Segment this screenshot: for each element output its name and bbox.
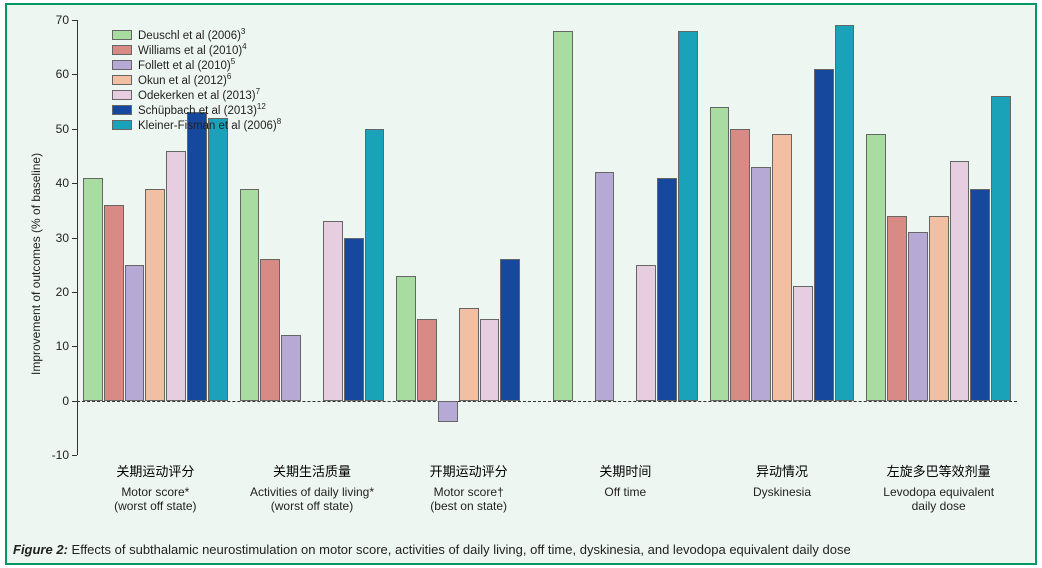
bar [480, 319, 500, 401]
y-tick [72, 129, 77, 130]
legend-swatch [112, 75, 132, 85]
bar [970, 189, 990, 401]
bar [323, 221, 343, 400]
bar [866, 134, 886, 400]
caption-text: Effects of subthalamic neurostimulation … [68, 542, 851, 557]
legend-item: Deuschl et al (2006)3 [112, 27, 281, 42]
category-label-cn: 关期时间 [553, 461, 698, 480]
legend-label: Odekerken et al (2013)7 [138, 87, 260, 102]
bar [396, 276, 416, 401]
y-axis-line [77, 20, 78, 455]
zero-line [77, 401, 1017, 402]
y-tick [72, 455, 77, 456]
y-tick-label: 20 [39, 285, 69, 299]
y-tick [72, 183, 77, 184]
category-label-en: Off time [553, 485, 698, 499]
category-label-cn: 开期运动评分 [396, 461, 541, 480]
y-tick [72, 20, 77, 21]
category-label-cn: 异动情况 [710, 461, 855, 480]
category-label-en: Dyskinesia [710, 485, 855, 499]
legend-swatch [112, 30, 132, 40]
bar [438, 401, 458, 423]
legend-item: Williams et al (2010)4 [112, 42, 281, 57]
bar [125, 265, 145, 401]
y-tick-label: 30 [39, 231, 69, 245]
legend-label: Williams et al (2010)4 [138, 42, 247, 57]
bar [83, 178, 103, 401]
bar [595, 172, 615, 400]
bar [730, 129, 750, 401]
y-tick [72, 292, 77, 293]
bar [365, 129, 385, 401]
y-tick [72, 74, 77, 75]
bar [657, 178, 677, 401]
legend-swatch [112, 90, 132, 100]
bar [835, 25, 855, 400]
y-tick-label: 50 [39, 122, 69, 136]
legend: Deuschl et al (2006)3Williams et al (201… [112, 27, 281, 132]
bar [145, 189, 165, 401]
category-label-cn: 左旋多巴等效剂量 [866, 461, 1011, 480]
category-label-en: Activities of daily living*(worst off st… [240, 485, 385, 514]
legend-item: Okun et al (2012)6 [112, 72, 281, 87]
legend-label: Deuschl et al (2006)3 [138, 27, 245, 42]
category-label-en: Levodopa equivalentdaily dose [866, 485, 1011, 514]
legend-label: Follett et al (2010)5 [138, 57, 235, 72]
legend-label: Schüpbach et al (2013)12 [138, 102, 266, 117]
bar [950, 161, 970, 400]
legend-item: Follett et al (2010)5 [112, 57, 281, 72]
bar [187, 112, 207, 400]
figure-caption: Figure 2: Effects of subthalamic neurost… [13, 542, 851, 557]
bar [678, 31, 698, 401]
y-tick-label: -10 [39, 448, 69, 462]
bar [500, 259, 520, 400]
bar [751, 167, 771, 401]
bar [281, 335, 301, 400]
y-tick-label: 0 [39, 394, 69, 408]
bar [636, 265, 656, 401]
legend-swatch [112, 105, 132, 115]
legend-swatch [112, 45, 132, 55]
bar [208, 118, 228, 401]
category-label-cn: 关期生活质量 [240, 461, 385, 480]
legend-label: Okun et al (2012)6 [138, 72, 231, 87]
bar [104, 205, 124, 401]
bar [240, 189, 260, 401]
bar [553, 31, 573, 401]
legend-swatch [112, 120, 132, 130]
bar [710, 107, 730, 401]
bar [908, 232, 928, 401]
bar [793, 286, 813, 400]
category-label-en: Motor score†(best on state) [396, 485, 541, 514]
legend-item: Kleiner-Fisman et al (2006)8 [112, 117, 281, 132]
bar [344, 238, 364, 401]
bar [814, 69, 834, 401]
category-label-cn: 关期运动评分 [83, 461, 228, 480]
bar [772, 134, 792, 400]
bar [417, 319, 437, 401]
y-tick [72, 346, 77, 347]
bar [991, 96, 1011, 401]
category-label-en: Motor score*(worst off state) [83, 485, 228, 514]
y-tick-label: 60 [39, 67, 69, 81]
y-tick [72, 238, 77, 239]
caption-prefix: Figure 2: [13, 542, 68, 557]
bar [459, 308, 479, 400]
y-tick-label: 40 [39, 176, 69, 190]
chart-frame: Improvement of outcomes (% of baseline) … [5, 3, 1037, 565]
legend-label: Kleiner-Fisman et al (2006)8 [138, 117, 281, 132]
bar [260, 259, 280, 400]
bar [887, 216, 907, 401]
y-tick-label: 10 [39, 339, 69, 353]
legend-item: Odekerken et al (2013)7 [112, 87, 281, 102]
y-tick-label: 70 [39, 13, 69, 27]
bar [166, 151, 186, 401]
legend-item: Schüpbach et al (2013)12 [112, 102, 281, 117]
bar [929, 216, 949, 401]
legend-swatch [112, 60, 132, 70]
